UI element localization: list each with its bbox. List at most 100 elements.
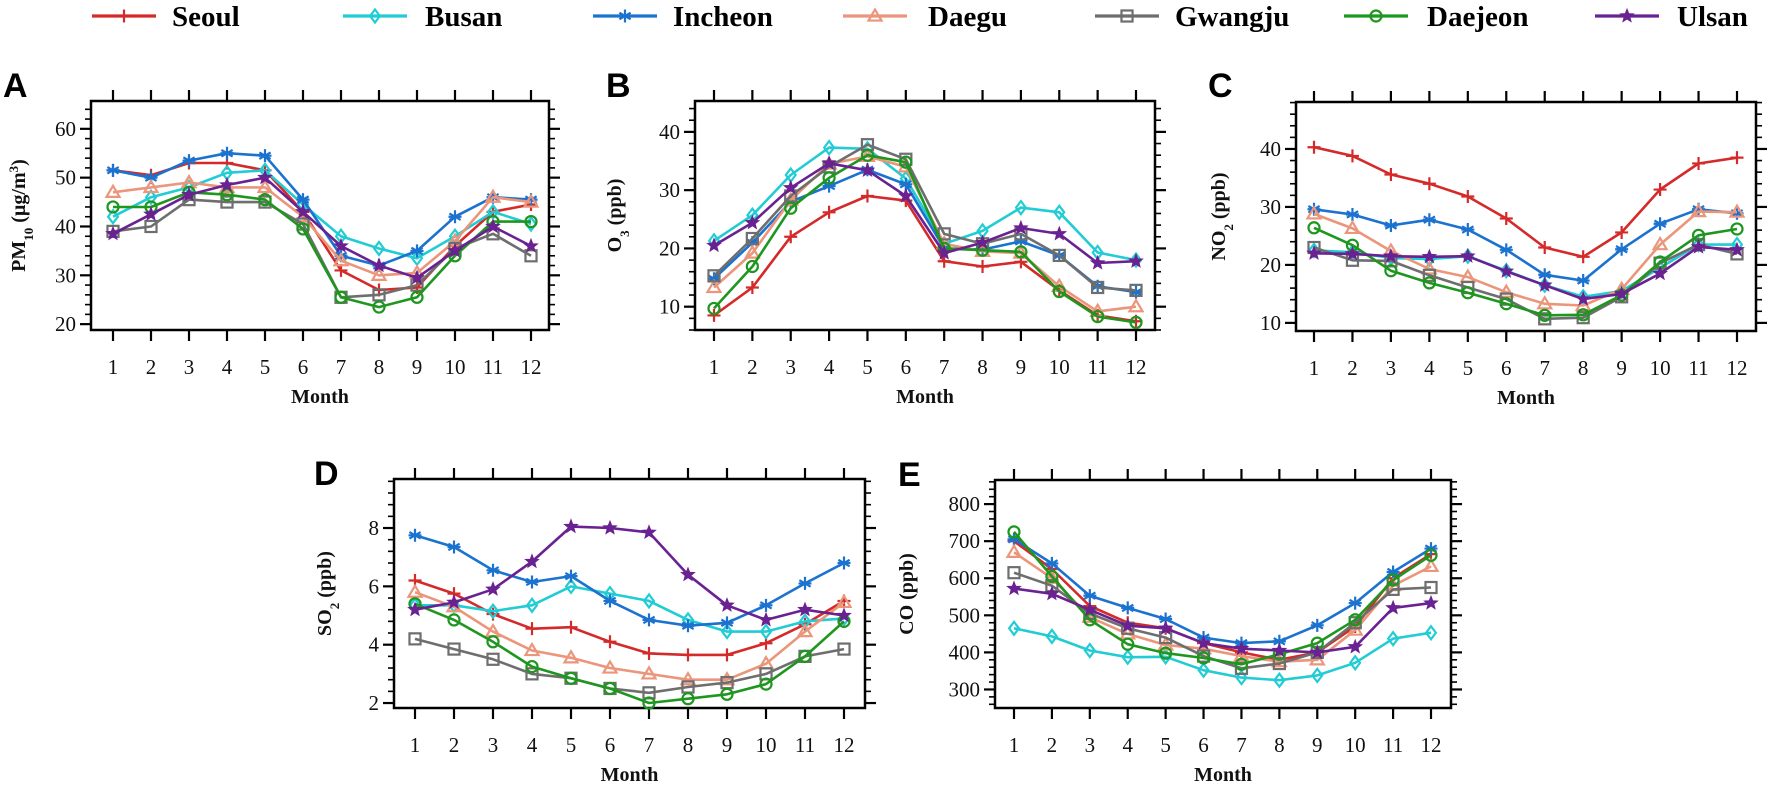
data-point xyxy=(743,244,761,259)
plot-frame xyxy=(392,477,867,710)
data-point xyxy=(1615,225,1629,239)
data-point xyxy=(641,524,657,540)
data-point xyxy=(707,272,721,286)
data-point xyxy=(976,259,990,273)
data-point xyxy=(1159,630,1173,645)
x-tick-label: 11 xyxy=(1088,355,1108,379)
y-axis-title-part: O xyxy=(604,237,626,253)
data-point xyxy=(525,659,539,674)
x-tick-label: 6 xyxy=(605,733,616,757)
data-point xyxy=(1424,624,1438,642)
y-tick-label: 300 xyxy=(949,677,981,701)
legend-label: Ulsan xyxy=(1677,1,1748,33)
data-point xyxy=(296,193,310,207)
data-point xyxy=(603,681,617,696)
data-point xyxy=(1576,274,1590,288)
data-point xyxy=(563,518,579,534)
x-tick-label: 6 xyxy=(298,355,309,379)
x-tick-label: 8 xyxy=(1578,356,1589,380)
data-point xyxy=(1014,234,1028,248)
data-point xyxy=(1615,242,1629,256)
data-point xyxy=(525,667,539,681)
data-point xyxy=(1128,252,1144,268)
data-point xyxy=(897,187,914,203)
x-tick-label: 11 xyxy=(483,355,503,379)
data-point xyxy=(1730,206,1744,220)
data-point xyxy=(784,230,798,244)
data-point xyxy=(1384,264,1398,278)
data-point xyxy=(822,205,836,219)
data-point xyxy=(835,593,853,609)
data-point xyxy=(1692,202,1706,216)
data-point xyxy=(486,563,500,577)
data-point xyxy=(485,218,501,234)
star-marker-icon xyxy=(1619,7,1635,23)
series-line xyxy=(414,590,845,682)
data-point xyxy=(446,594,462,610)
data-point xyxy=(822,171,836,185)
data-point xyxy=(106,208,120,226)
data-point xyxy=(1348,596,1362,610)
x-tick-label: 5 xyxy=(862,355,873,379)
x-tick-label: 2 xyxy=(747,355,758,379)
legend-label: Busan xyxy=(425,1,502,33)
data-point xyxy=(1310,618,1324,632)
data-point xyxy=(1305,205,1323,220)
data-point xyxy=(1576,250,1590,264)
data-point xyxy=(1344,219,1361,235)
series-line xyxy=(414,602,845,705)
legend-label: Daejeon xyxy=(1427,1,1528,33)
data-point xyxy=(220,195,234,209)
y-axis-title: SO2 (ppb) xyxy=(314,551,342,636)
x-tick-label: 4 xyxy=(527,733,538,757)
data-point xyxy=(1083,642,1097,659)
data-point xyxy=(1007,525,1021,539)
y-axis-title-part: 3 xyxy=(617,230,632,237)
data-point xyxy=(837,556,851,570)
legend: Seoul Busan Incheon Daegu Gwangju Daejeon Ulsa… xyxy=(92,1,1748,33)
x-axis-title: Month xyxy=(1194,764,1252,786)
series-line xyxy=(1013,627,1432,682)
y-axis-title-part: 2 xyxy=(1221,224,1236,231)
data-point xyxy=(899,155,913,169)
data-point xyxy=(1045,569,1059,584)
data-point xyxy=(1306,245,1322,260)
x-tick-label: 9 xyxy=(1312,733,1323,757)
data-point xyxy=(759,677,773,691)
x-tick-label: 12 xyxy=(521,355,542,379)
data-point xyxy=(485,580,501,596)
data-point xyxy=(143,206,159,221)
data-point xyxy=(220,188,234,202)
legend-label: Gwangju xyxy=(1175,1,1289,33)
data-point xyxy=(1386,573,1400,587)
data-point xyxy=(296,222,310,236)
data-point xyxy=(1307,221,1321,235)
series-line xyxy=(1013,587,1432,654)
data-point xyxy=(1007,619,1021,637)
data-point xyxy=(718,671,736,686)
data-point xyxy=(1006,580,1022,596)
y-axis-title-part: PM xyxy=(8,241,30,272)
legend-item-incheon: Incheon xyxy=(593,1,773,33)
data-point xyxy=(784,201,798,215)
data-point xyxy=(334,290,348,304)
series-gwangju xyxy=(1307,237,1744,326)
data-point xyxy=(1420,260,1438,275)
data-point xyxy=(822,139,836,156)
data-point xyxy=(525,596,539,614)
data-point xyxy=(448,210,462,224)
series-line xyxy=(1013,538,1432,645)
series-line xyxy=(713,153,1137,324)
series-line xyxy=(1013,531,1432,666)
data-point xyxy=(1576,288,1590,306)
x-tick-label: 11 xyxy=(1383,733,1403,757)
y-tick-label: 10 xyxy=(659,295,680,319)
x-tick-label: 5 xyxy=(1160,733,1171,757)
x-tick-label: 6 xyxy=(1198,733,1209,757)
data-point xyxy=(447,242,463,258)
data-point xyxy=(1044,585,1060,601)
data-point xyxy=(1233,647,1250,662)
plot-frame xyxy=(89,99,551,332)
